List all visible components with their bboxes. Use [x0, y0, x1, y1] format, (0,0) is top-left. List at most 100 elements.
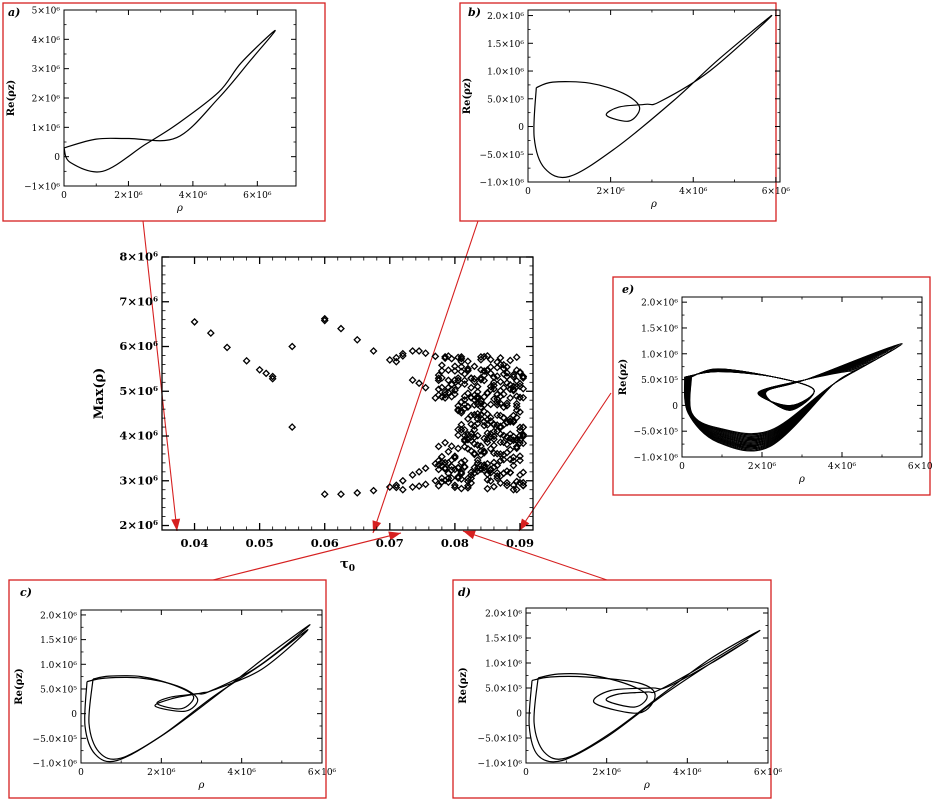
data-point: [431, 476, 440, 485]
data-point: [490, 373, 498, 382]
data-point: [444, 376, 453, 385]
panel-e: e) 0 2×10⁶ 4×10⁶ 6×10⁶ −1.0×10⁶ −5.0×10⁵ 0 5.0×1…: [612, 276, 932, 496]
data-point: [415, 482, 424, 491]
data-point: [467, 411, 476, 420]
y-tick-label: 1.0×10⁶: [487, 68, 524, 78]
x-tick-label: 0: [525, 187, 531, 197]
data-point: [506, 445, 515, 454]
data-point: [503, 379, 511, 387]
data-point: [206, 329, 215, 338]
data-point: [450, 483, 459, 492]
data-point: [509, 411, 518, 420]
data-point: [470, 374, 479, 383]
data-point: [493, 358, 502, 367]
data-point: [506, 437, 515, 446]
data-point: [486, 400, 495, 409]
panel-frame: [2, 2, 326, 222]
plot-area: [527, 9, 781, 183]
data-point: [470, 362, 479, 371]
data-point: [490, 458, 498, 467]
data-point: [470, 450, 479, 459]
y-tick-label: 1.0×10⁶: [485, 660, 522, 670]
data-point: [369, 347, 378, 355]
data-point: [496, 479, 505, 488]
trajectory-loop-2: [84, 629, 309, 763]
connector-line: [142, 220, 178, 532]
arrowhead-icon: [463, 530, 476, 540]
x-tick-label: 6×10⁶: [308, 768, 337, 778]
data-point: [421, 349, 430, 358]
data-point: [490, 385, 498, 393]
y-axis-title: Re(ρz): [462, 78, 473, 114]
data-point: [467, 479, 476, 487]
data-point: [454, 374, 463, 382]
data-point: [460, 462, 469, 471]
data-point: [398, 476, 407, 485]
data-point: [486, 468, 495, 477]
y-tick-label: 5×10⁶: [119, 384, 158, 398]
data-point: [457, 352, 466, 361]
data-point: [268, 372, 277, 381]
data-point: [421, 464, 430, 473]
data-point: [434, 391, 443, 399]
y-tick-label: 6×10⁶: [119, 339, 158, 353]
data-point: [450, 453, 459, 462]
data-point: [242, 356, 251, 365]
data-point: [437, 474, 446, 483]
x-axis-title: τ0: [340, 557, 355, 574]
data-point: [503, 399, 511, 408]
data-point: [470, 401, 479, 409]
data-point: [473, 456, 482, 465]
connector-line: [518, 392, 612, 532]
x-tick-label: 0: [679, 462, 685, 472]
data-point: [288, 342, 297, 351]
x-tick-label: 0.09: [506, 536, 534, 550]
data-point: [490, 432, 498, 441]
data-point: [447, 354, 456, 363]
panel-a: a)0 2×10⁶ 4×10⁶ 6×10⁶−1×10⁶01×10⁶2×10⁶3×10⁶…: [2, 2, 326, 222]
data-point: [408, 347, 417, 355]
data-point: [512, 485, 521, 494]
data-point: [450, 362, 459, 371]
data-point: [486, 385, 495, 394]
data-point: [463, 389, 472, 398]
data-point: [473, 419, 482, 428]
data-point: [255, 365, 264, 374]
x-tick-label: 2×10⁶: [593, 768, 622, 778]
data-point: [480, 376, 489, 385]
x-tick-label: 6×10⁶: [762, 187, 791, 197]
y-tick-label: 1.5×10⁶: [641, 324, 678, 334]
data-point: [519, 481, 528, 490]
trajectory-loop-1: [533, 14, 773, 179]
data-point: [490, 381, 498, 390]
data-point: [473, 459, 482, 468]
y-tick-label: −5.0×10⁵: [478, 735, 523, 745]
data-point: [473, 415, 482, 424]
data-point: [486, 477, 495, 485]
y-tick-label: 1.0×10⁶: [40, 661, 77, 671]
data-point: [512, 436, 521, 445]
data-point: [441, 352, 450, 361]
data-point: [337, 324, 345, 333]
panel-d: d) 0 2×10⁶ 4×10⁶ 6×10⁶ −1.0×10⁶ −5.0×10⁵ 0 5.0×1…: [452, 579, 783, 799]
data-point: [437, 373, 446, 382]
panel-c: c) 0 2×10⁶ 4×10⁶ 6×10⁶ −1.0×10⁶ −5.0×10⁵ 0 5.0×1…: [8, 579, 337, 799]
y-tick-label: 7×10⁶: [119, 294, 158, 308]
data-point: [454, 381, 463, 390]
data-point: [463, 444, 472, 453]
x-axis-title: ρ: [798, 474, 805, 485]
data-point: [477, 353, 485, 361]
data-point: [516, 379, 524, 388]
data-point: [509, 461, 518, 470]
data-point: [457, 354, 466, 363]
data-point: [457, 362, 466, 371]
data-point: [457, 484, 466, 493]
data-point: [470, 410, 479, 419]
y-axis-title: Re(ρz): [618, 359, 629, 395]
y-tick-label: −5.0×10⁵: [480, 151, 525, 161]
trajectory-loop-1: [63, 29, 276, 173]
data-point: [519, 430, 528, 439]
data-point: [473, 382, 482, 391]
data-point: [337, 490, 345, 499]
data-point: [519, 423, 528, 432]
